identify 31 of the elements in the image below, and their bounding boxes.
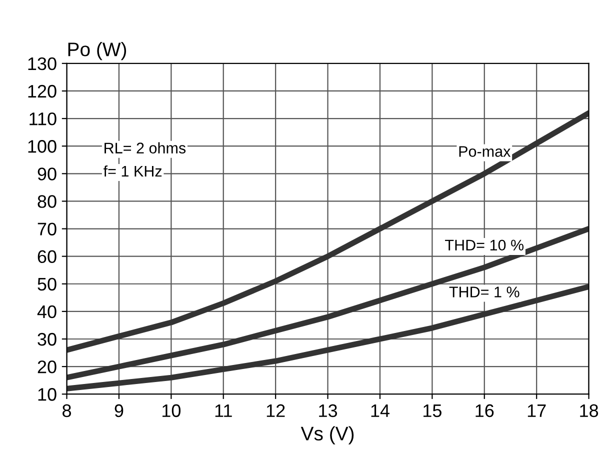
y-tick-label: 110 — [30, 112, 56, 126]
y-tick-label: 90 — [38, 168, 56, 180]
y-tick-label: 50 — [38, 278, 56, 291]
series-label: THD= 10 % — [445, 240, 524, 251]
annotation: f= 1 KHz — [104, 165, 162, 176]
series-label: Po-max — [459, 146, 511, 157]
x-tick-label: 15 — [424, 404, 442, 418]
x-tick-label: 8 — [62, 404, 72, 418]
y-tick-label: 20 — [38, 360, 56, 374]
x-tick-label: 12 — [266, 404, 285, 417]
x-tick-label: 18 — [580, 404, 598, 418]
y-tick-label: 120 — [28, 84, 56, 98]
y-tick-label: 130 — [28, 57, 56, 70]
x-tick-label: 16 — [476, 404, 494, 418]
y-tick-label: 10 — [38, 388, 56, 401]
y-tick-label: 100 — [28, 140, 56, 153]
x-axis-title: Vs (V) — [300, 426, 354, 444]
y-axis-title: Po (W) — [68, 42, 126, 60]
x-tick-label: 10 — [162, 404, 181, 418]
x-tick-label: 11 — [215, 404, 232, 417]
x-tick-label: 9 — [114, 404, 124, 418]
x-tick-label: 17 — [528, 404, 546, 417]
y-tick-label: 70 — [38, 222, 56, 236]
y-tick-label: 60 — [38, 250, 56, 264]
y-tick-label: 40 — [37, 305, 56, 318]
y-tick-label: 80 — [38, 195, 56, 208]
x-tick-label: 13 — [319, 404, 338, 418]
series-label: THD= 1 % — [449, 286, 520, 298]
x-tick-label: 14 — [371, 404, 390, 417]
annotation: RL= 2 ohms — [104, 142, 186, 154]
y-tick-label: 30 — [38, 332, 56, 346]
